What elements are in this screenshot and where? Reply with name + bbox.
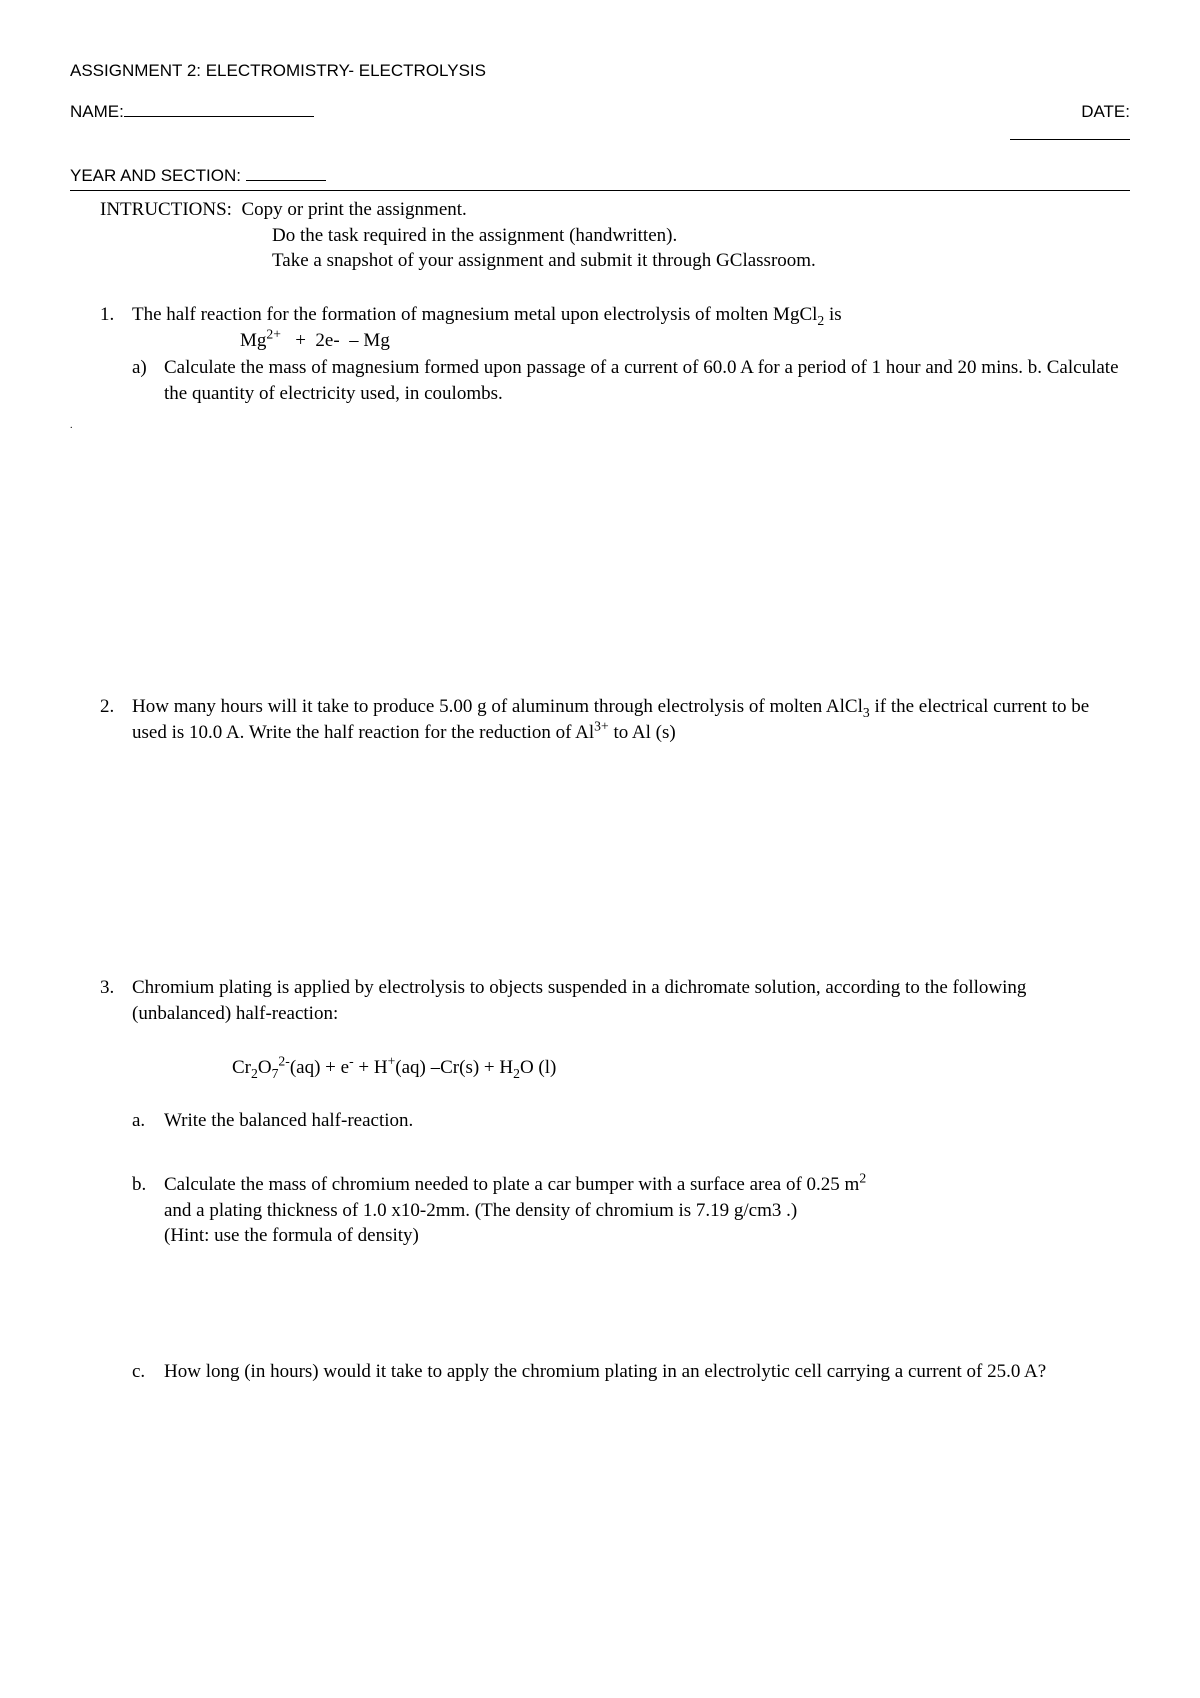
- q3-part-c: c. How long (in hours) would it take to …: [132, 1359, 1120, 1385]
- q3-b-pre: Calculate the mass of chromium needed to…: [164, 1174, 859, 1195]
- name-field: NAME:: [70, 101, 314, 124]
- name-blank: [124, 101, 314, 117]
- q3-c-text: How long (in hours) would it take to app…: [164, 1359, 1120, 1385]
- q1-text-post: is: [824, 304, 841, 325]
- instruction-text-1: Copy or print the assignment.: [241, 199, 466, 220]
- section-blank: [246, 165, 326, 181]
- q2-text-1: How many hours will it take to produce 5…: [132, 696, 863, 717]
- q3-a-label: a.: [132, 1108, 164, 1134]
- q2-body: How many hours will it take to produce 5…: [132, 694, 1120, 745]
- q3-b-label: b.: [132, 1172, 164, 1249]
- q3-number: 3.: [100, 975, 132, 1384]
- q3-b-text: Calculate the mass of chromium needed to…: [164, 1172, 1120, 1249]
- q3-eq-e: 2-: [278, 1053, 289, 1068]
- q3-eq-l: O (l): [520, 1057, 556, 1078]
- q2-number: 2.: [100, 694, 132, 745]
- question-2: 2. How many hours will it take to produc…: [70, 694, 1130, 745]
- stray-dot: .: [70, 419, 1130, 433]
- q2-sup: 3+: [594, 718, 609, 733]
- q1-a-label: a): [132, 355, 164, 406]
- date-field: DATE:: [1010, 101, 1130, 147]
- question-3: 3. Chromium plating is applied by electr…: [70, 975, 1130, 1384]
- q3-body: Chromium plating is applied by electroly…: [132, 975, 1120, 1384]
- q2-sub: 3: [863, 705, 870, 720]
- instruction-line-3: Take a snapshot of your assignment and s…: [100, 248, 1130, 274]
- date-blank: [1010, 124, 1130, 140]
- instruction-line-1: INTRUCTIONS: Copy or print the assignmen…: [100, 197, 1130, 223]
- q3-equation: Cr2O72-(aq) + e- + H+(aq) ⎯Cr(s) + H2O (…: [132, 1055, 1120, 1081]
- q2-text-3: to Al (s): [609, 722, 676, 743]
- q3-a-text: Write the balanced half-reaction.: [164, 1108, 1120, 1134]
- date-label: DATE:: [1081, 102, 1130, 121]
- instructions-label: INTRUCTIONS:: [100, 197, 232, 223]
- assignment-title: ASSIGNMENT 2: ELECTROMISTRY- ELECTROLYSI…: [70, 60, 1130, 83]
- q3-eq-a: Cr: [232, 1057, 251, 1078]
- q3-b-line2: and a plating thickness of 1.0 x10-2mm. …: [164, 1198, 1120, 1224]
- q3-eq-c: O: [258, 1057, 272, 1078]
- q3-c-label: c.: [132, 1359, 164, 1385]
- q3-intro: Chromium plating is applied by electroly…: [132, 975, 1120, 1026]
- q1-text-pre: The half reaction for the formation of m…: [132, 304, 817, 325]
- q3-eq-h: + H: [354, 1057, 388, 1078]
- year-section-field: YEAR AND SECTION:: [70, 165, 1130, 191]
- q1-a-text: Calculate the mass of magnesium formed u…: [164, 355, 1120, 406]
- q3-eq-f: (aq) + e: [290, 1057, 349, 1078]
- instruction-line-2: Do the task required in the assignment (…: [100, 223, 1130, 249]
- name-label: NAME:: [70, 102, 124, 121]
- q3-b-sup: 2: [859, 1171, 866, 1186]
- question-1: 1. The half reaction for the formation o…: [70, 302, 1130, 407]
- q1-eq-sup: 2+: [266, 326, 281, 341]
- q1-eq-mg: Mg: [240, 330, 266, 351]
- q3-eq-j: (aq) ⎯Cr(s) + H: [395, 1057, 513, 1078]
- year-section-label: YEAR AND SECTION:: [70, 166, 241, 185]
- q1-body: The half reaction for the formation of m…: [132, 302, 1120, 407]
- q3-part-b: b. Calculate the mass of chromium needed…: [132, 1172, 1120, 1249]
- q3-eq-b: 2: [251, 1065, 258, 1080]
- q3-eq-k: 2: [513, 1065, 520, 1080]
- q1-number: 1.: [100, 302, 132, 407]
- q1-part-a: a) Calculate the mass of magnesium forme…: [132, 355, 1120, 406]
- instructions-block: INTRUCTIONS: Copy or print the assignmen…: [70, 197, 1130, 274]
- q1-eq-rest: + 2e- ⎯ Mg: [281, 330, 390, 351]
- q1-equation: Mg2+ + 2e- ⎯ Mg: [132, 328, 1120, 354]
- q3-b-line3: (Hint: use the formula of density): [164, 1223, 1120, 1249]
- q3-part-a: a. Write the balanced half-reaction.: [132, 1108, 1120, 1134]
